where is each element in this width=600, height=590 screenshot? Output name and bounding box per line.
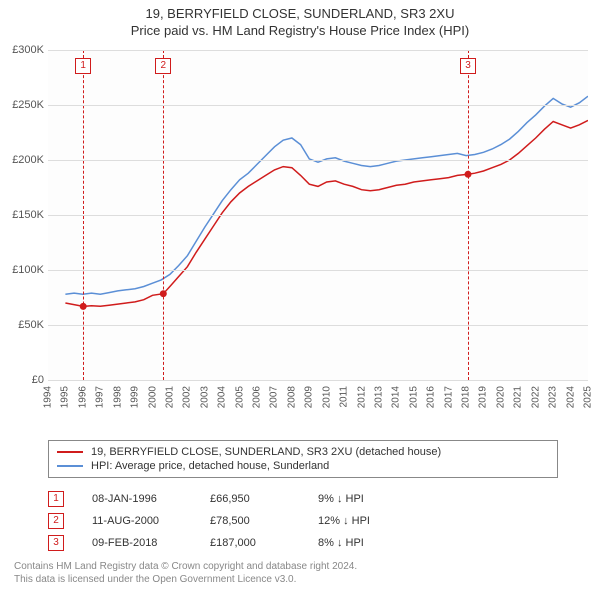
sale-date: 08-JAN-1996 bbox=[92, 493, 182, 505]
x-tick-label: 1994 bbox=[43, 386, 54, 426]
x-tick-label: 2023 bbox=[548, 386, 559, 426]
gridline bbox=[48, 215, 588, 216]
sale-badge: 2 bbox=[48, 513, 64, 529]
x-tick-label: 2013 bbox=[373, 386, 384, 426]
x-tick-label: 2007 bbox=[269, 386, 280, 426]
x-tick-label: 2004 bbox=[217, 386, 228, 426]
x-tick-label: 2008 bbox=[286, 386, 297, 426]
legend-swatch bbox=[57, 451, 83, 453]
x-tick-label: 2012 bbox=[356, 386, 367, 426]
x-tick-label: 2010 bbox=[321, 386, 332, 426]
sale-marker-badge: 2 bbox=[155, 58, 171, 74]
sale-price: £187,000 bbox=[210, 537, 290, 549]
x-tick-label: 1999 bbox=[130, 386, 141, 426]
titles: 19, BERRYFIELD CLOSE, SUNDERLAND, SR3 2X… bbox=[0, 0, 600, 38]
x-tick-label: 2021 bbox=[513, 386, 524, 426]
sale-row: 3 09-FEB-2018 £187,000 8% ↓ HPI bbox=[48, 532, 408, 554]
x-tick-label: 2014 bbox=[391, 386, 402, 426]
title-subtitle: Price paid vs. HM Land Registry's House … bbox=[0, 23, 600, 38]
y-tick-label: £100K bbox=[0, 264, 44, 276]
y-tick-label: £0 bbox=[0, 374, 44, 386]
gridline bbox=[48, 270, 588, 271]
gridline bbox=[48, 160, 588, 161]
series-line bbox=[65, 96, 588, 294]
sale-marker-badge: 1 bbox=[75, 58, 91, 74]
sale-date: 09-FEB-2018 bbox=[92, 537, 182, 549]
sale-date: 11-AUG-2000 bbox=[92, 515, 182, 527]
y-tick-label: £50K bbox=[0, 319, 44, 331]
series-line bbox=[65, 120, 588, 306]
attribution: Contains HM Land Registry data © Crown c… bbox=[14, 560, 357, 586]
legend-box: 19, BERRYFIELD CLOSE, SUNDERLAND, SR3 2X… bbox=[48, 440, 558, 478]
x-tick-label: 2002 bbox=[182, 386, 193, 426]
x-tick-label: 2006 bbox=[252, 386, 263, 426]
x-tick-label: 2018 bbox=[461, 386, 472, 426]
legend-swatch bbox=[57, 465, 83, 467]
x-tick-label: 2005 bbox=[234, 386, 245, 426]
gridline bbox=[48, 325, 588, 326]
gridline bbox=[48, 50, 588, 51]
x-tick-label: 2019 bbox=[478, 386, 489, 426]
y-tick-label: £200K bbox=[0, 154, 44, 166]
y-tick-label: £300K bbox=[0, 44, 44, 56]
sale-row: 2 11-AUG-2000 £78,500 12% ↓ HPI bbox=[48, 510, 408, 532]
gridline bbox=[48, 380, 588, 381]
y-tick-label: £150K bbox=[0, 209, 44, 221]
gridline bbox=[48, 105, 588, 106]
sale-price: £66,950 bbox=[210, 493, 290, 505]
sale-badge: 3 bbox=[48, 535, 64, 551]
page-root: 19, BERRYFIELD CLOSE, SUNDERLAND, SR3 2X… bbox=[0, 0, 600, 590]
x-tick-label: 2025 bbox=[583, 386, 594, 426]
x-tick-label: 1998 bbox=[112, 386, 123, 426]
sale-price: £78,500 bbox=[210, 515, 290, 527]
x-tick-label: 2001 bbox=[164, 386, 175, 426]
legend-label: 19, BERRYFIELD CLOSE, SUNDERLAND, SR3 2X… bbox=[91, 446, 441, 458]
chart-area: 123 £0£50K£100K£150K£200K£250K£300K19941… bbox=[0, 50, 600, 430]
attribution-line: Contains HM Land Registry data © Crown c… bbox=[14, 560, 357, 573]
sale-badge: 1 bbox=[48, 491, 64, 507]
x-tick-label: 2000 bbox=[147, 386, 158, 426]
title-address: 19, BERRYFIELD CLOSE, SUNDERLAND, SR3 2X… bbox=[0, 6, 600, 21]
x-tick-label: 2022 bbox=[530, 386, 541, 426]
x-tick-label: 2016 bbox=[426, 386, 437, 426]
sale-marker-badge: 3 bbox=[460, 58, 476, 74]
sale-diff: 12% ↓ HPI bbox=[318, 515, 408, 527]
sales-table: 1 08-JAN-1996 £66,950 9% ↓ HPI 2 11-AUG-2000 £… bbox=[48, 488, 408, 554]
legend-label: HPI: Average price, detached house, Sund… bbox=[91, 460, 329, 472]
x-tick-label: 2020 bbox=[495, 386, 506, 426]
legend-item: HPI: Average price, detached house, Sund… bbox=[57, 459, 549, 473]
sale-diff: 9% ↓ HPI bbox=[318, 493, 408, 505]
x-tick-label: 2009 bbox=[304, 386, 315, 426]
x-tick-label: 2015 bbox=[408, 386, 419, 426]
attribution-line: This data is licensed under the Open Gov… bbox=[14, 573, 357, 586]
x-tick-label: 2017 bbox=[443, 386, 454, 426]
x-tick-label: 1996 bbox=[77, 386, 88, 426]
x-tick-label: 2003 bbox=[199, 386, 210, 426]
x-tick-label: 2011 bbox=[339, 386, 350, 426]
y-tick-label: £250K bbox=[0, 99, 44, 111]
x-tick-label: 1995 bbox=[60, 386, 71, 426]
x-tick-label: 1997 bbox=[95, 386, 106, 426]
sale-diff: 8% ↓ HPI bbox=[318, 537, 408, 549]
legend-item: 19, BERRYFIELD CLOSE, SUNDERLAND, SR3 2X… bbox=[57, 445, 549, 459]
sale-row: 1 08-JAN-1996 £66,950 9% ↓ HPI bbox=[48, 488, 408, 510]
x-tick-label: 2024 bbox=[565, 386, 576, 426]
